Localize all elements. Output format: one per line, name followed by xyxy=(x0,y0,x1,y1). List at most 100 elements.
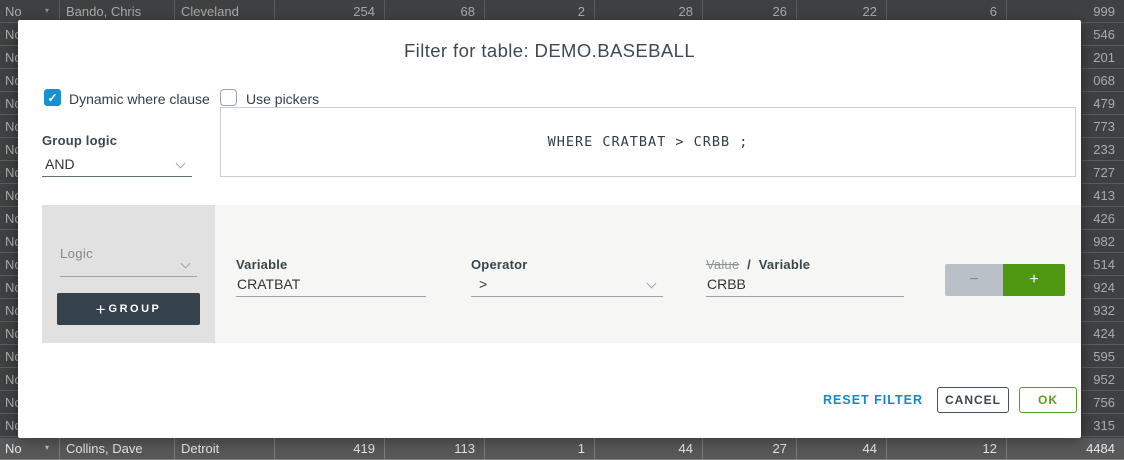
table-cell: 756 xyxy=(1093,394,1115,410)
dynamic-where-checkbox[interactable]: ✓ xyxy=(44,89,61,106)
where-clause-editor[interactable]: WHERE CRATBAT > CRBB ; xyxy=(220,107,1076,177)
table-row: No ▾ Collins, Dave Detroit 419 113 1 44 27 44 12 44… xyxy=(0,437,1124,460)
value-variable-label: Value / Variable xyxy=(706,257,810,272)
operator-label: Operator xyxy=(471,257,528,272)
table-cell: 924 xyxy=(1093,279,1115,295)
group-logic-select[interactable]: AND xyxy=(42,153,192,177)
add-group-label: GROUP xyxy=(108,303,162,315)
table-cell: 595 xyxy=(1093,348,1115,364)
table-cell: 26 xyxy=(703,0,797,22)
table-cell: 254 xyxy=(275,0,385,22)
table-cell: 546 xyxy=(1093,26,1115,42)
table-cell: 952 xyxy=(1093,371,1115,387)
table-cell: 44 xyxy=(595,437,703,459)
table-row: No ▾ Bando, Chris Cleveland 254 68 2 28 26 22 6 999 xyxy=(0,0,1124,23)
row-selector-value: No xyxy=(5,417,22,433)
check-icon: ✓ xyxy=(47,90,58,105)
value-label: Value xyxy=(706,257,740,272)
dynamic-where-label: Dynamic where clause xyxy=(69,91,210,107)
table-cell: 419 xyxy=(275,437,385,459)
row-selector-value: No xyxy=(5,394,22,410)
label-separator: / xyxy=(747,257,751,272)
row-selector-value: No xyxy=(5,233,22,249)
table-cell: 727 xyxy=(1093,164,1115,180)
table-cell: 44 xyxy=(797,437,887,459)
dialog-title: Filter for table: DEMO.BASEBALL xyxy=(403,40,696,61)
row-selector-value: No xyxy=(5,95,22,111)
reset-filter-button[interactable]: RESET FILTER xyxy=(823,393,923,407)
group-logic-value: AND xyxy=(45,155,75,172)
ok-button[interactable]: OK xyxy=(1019,387,1077,413)
table-cell: Cleveland xyxy=(175,0,275,22)
table-cell: Detroit xyxy=(175,437,275,459)
chevron-down-icon xyxy=(175,158,186,169)
table-cell: 315 xyxy=(1093,417,1115,433)
table-cell: 1 xyxy=(485,437,595,459)
table-cell: 6 xyxy=(887,0,1007,22)
table-cell: 982 xyxy=(1093,233,1115,249)
table-cell: 932 xyxy=(1093,302,1115,318)
logic-label: Logic xyxy=(60,246,94,261)
table-cell: 113 xyxy=(385,437,485,459)
table-cell: 201 xyxy=(1093,49,1115,65)
variable-input[interactable] xyxy=(236,273,426,297)
row-selector-value: No xyxy=(5,371,22,387)
row-selector-value: No xyxy=(5,302,22,318)
row-selector-value: No xyxy=(5,279,22,295)
table-cell: 514 xyxy=(1093,256,1115,272)
logic-select[interactable] xyxy=(60,253,197,277)
minus-icon: − xyxy=(969,271,979,288)
group-logic-label: Group logic xyxy=(42,133,118,148)
cancel-button[interactable]: CANCEL xyxy=(937,387,1009,413)
table-cell: 479 xyxy=(1093,95,1115,111)
plus-icon: + xyxy=(1029,271,1039,288)
plus-icon: + xyxy=(95,299,106,319)
row-selector-value: No xyxy=(5,325,22,341)
row-selector-value: No xyxy=(5,440,22,456)
table-cell: 233 xyxy=(1093,141,1115,157)
table-cell: 12 xyxy=(887,437,1007,459)
table-cell: 2 xyxy=(485,0,595,22)
filter-dialog: Filter for table: DEMO.BASEBALL ✓ Dynami… xyxy=(18,20,1081,438)
table-cell: 999 xyxy=(1093,3,1115,19)
use-pickers-label: Use pickers xyxy=(246,91,320,107)
row-selector-value: No xyxy=(5,210,22,226)
table-cell: 424 xyxy=(1093,325,1115,341)
row-selector-value: No xyxy=(5,164,22,180)
row-selector-cell: No ▾ xyxy=(0,437,60,459)
remove-condition-button[interactable]: − xyxy=(945,264,1003,296)
table-cell: 773 xyxy=(1093,118,1115,134)
chevron-down-icon xyxy=(180,258,191,269)
row-selector-value: No xyxy=(5,141,22,157)
table-cell: 426 xyxy=(1093,210,1115,226)
table-cell: Bando, Chris xyxy=(60,0,175,22)
table-cell: Collins, Dave xyxy=(60,437,175,459)
variable-alt-label: Variable xyxy=(758,257,811,272)
table-cell: 413 xyxy=(1093,187,1115,203)
operator-select[interactable]: > xyxy=(471,273,663,297)
table-cell: 22 xyxy=(797,0,887,22)
table-cell: 28 xyxy=(595,0,703,22)
row-dropdown-icon[interactable]: ▾ xyxy=(44,443,49,452)
value-variable-input[interactable] xyxy=(706,273,904,297)
row-selector-value: No xyxy=(5,187,22,203)
row-selector-value: No xyxy=(5,3,22,19)
add-condition-button[interactable]: + xyxy=(1003,264,1065,296)
use-pickers-checkbox[interactable] xyxy=(220,89,237,106)
table-cell: 4484 xyxy=(1086,440,1115,456)
table-cell: 27 xyxy=(703,437,797,459)
operator-value: > xyxy=(479,275,488,292)
row-selector-value: No xyxy=(5,49,22,65)
add-group-button[interactable]: + GROUP xyxy=(57,293,200,325)
row-selector-value: No xyxy=(5,118,22,134)
row-selector-value: No xyxy=(5,72,22,88)
row-selector-value: No xyxy=(5,256,22,272)
row-selector-cell: No ▾ xyxy=(0,0,60,22)
where-clause-text: WHERE CRATBAT > CRBB ; xyxy=(547,134,749,150)
table-cell: 068 xyxy=(1093,72,1115,88)
row-selector-value: No xyxy=(5,348,22,364)
table-cell: 68 xyxy=(385,0,485,22)
row-dropdown-icon[interactable]: ▾ xyxy=(44,6,49,15)
row-selector-value: No xyxy=(5,26,22,42)
variable-label: Variable xyxy=(236,257,288,272)
